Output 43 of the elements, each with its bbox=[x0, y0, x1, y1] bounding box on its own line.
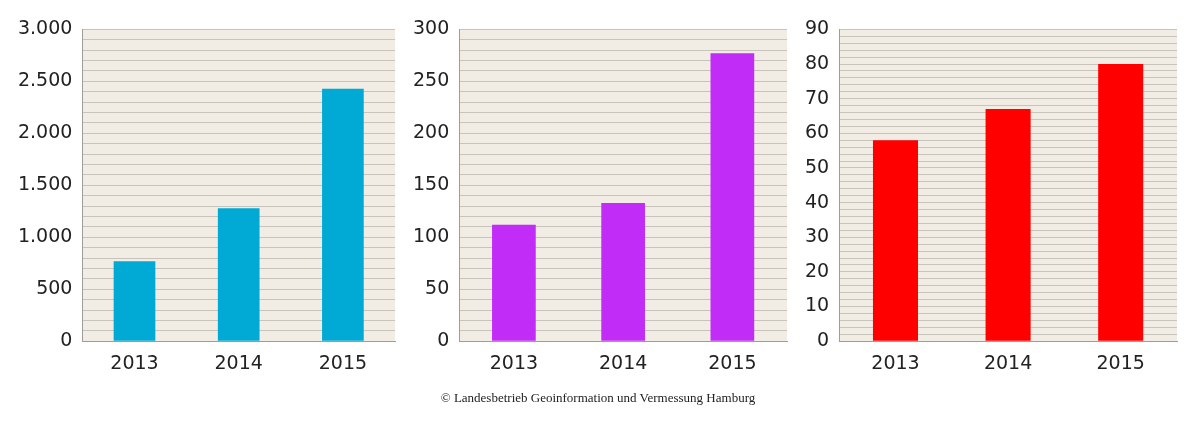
x-tick-label: 2015 bbox=[1096, 350, 1145, 373]
text: © Landesbetrieb Geoinformation und Vermessung Hamburg bbox=[439, 390, 757, 406]
y-tick-label: 50 bbox=[425, 276, 450, 299]
bar bbox=[601, 202, 645, 341]
x-tick-label: 2015 bbox=[318, 350, 368, 373]
y-tick-label: 3.000 bbox=[17, 16, 73, 39]
x-tick-label: 2014 bbox=[983, 350, 1033, 373]
y-tick-label: 2.500 bbox=[17, 68, 73, 91]
x-tick-label: 2014 bbox=[214, 350, 263, 373]
y-tick-label: 300 bbox=[413, 16, 450, 39]
x-tick-label: 2013 bbox=[489, 350, 539, 373]
bar bbox=[217, 208, 260, 341]
y-tick-label: 0 bbox=[60, 328, 73, 351]
bar bbox=[985, 109, 1031, 341]
y-tick-label: 250 bbox=[413, 68, 450, 91]
y-tick-label: 40 bbox=[804, 189, 830, 212]
y-tick-label: 150 bbox=[413, 172, 450, 195]
bar bbox=[492, 224, 536, 341]
y-tick-label: 1.000 bbox=[17, 224, 73, 247]
x-tick-label: 2013 bbox=[871, 350, 920, 373]
x-tick-label: 2014 bbox=[598, 350, 648, 373]
bar bbox=[710, 53, 755, 341]
y-tick-label: 30 bbox=[804, 224, 830, 247]
bar bbox=[872, 140, 918, 341]
y-tick-label: 500 bbox=[36, 276, 73, 299]
bar bbox=[1098, 64, 1144, 341]
bar bbox=[113, 261, 156, 341]
y-tick-label: 10 bbox=[804, 293, 830, 316]
y-tick-label: 200 bbox=[413, 120, 450, 143]
y-tick-label: 90 bbox=[804, 16, 830, 39]
y-tick-label: 0 bbox=[437, 328, 450, 351]
y-tick-label: 20 bbox=[804, 258, 830, 281]
y-tick-label: 1.500 bbox=[17, 172, 73, 195]
y-tick-label: 60 bbox=[804, 120, 830, 143]
x-tick-label: 2015 bbox=[708, 350, 757, 373]
x-tick-label: 2013 bbox=[110, 350, 159, 373]
y-tick-label: 0 bbox=[817, 328, 830, 351]
y-tick-label: 50 bbox=[804, 154, 830, 177]
y-tick-label: 2.000 bbox=[17, 120, 73, 143]
y-tick-label: 70 bbox=[804, 85, 830, 108]
y-tick-label: 80 bbox=[804, 50, 830, 73]
y-tick-label: 100 bbox=[413, 224, 450, 247]
bar bbox=[322, 88, 364, 341]
